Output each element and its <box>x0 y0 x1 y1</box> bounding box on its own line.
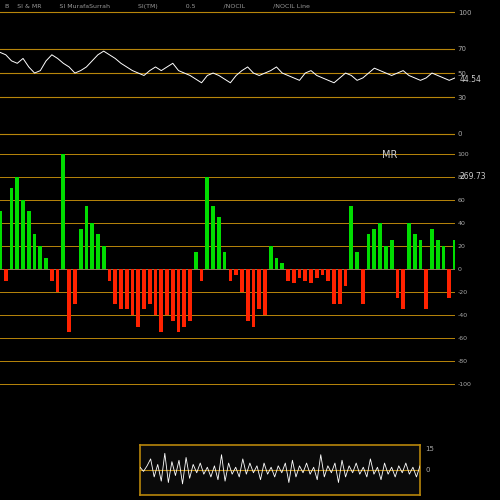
Bar <box>436 240 440 269</box>
Bar <box>114 269 117 304</box>
Bar <box>182 269 186 326</box>
Bar <box>96 234 100 269</box>
Bar <box>194 252 198 269</box>
Bar <box>228 269 232 280</box>
Bar <box>384 246 388 269</box>
Bar <box>119 269 123 310</box>
Bar <box>240 269 244 292</box>
Bar <box>211 206 215 269</box>
Text: 0: 0 <box>426 467 430 473</box>
Bar <box>430 228 434 269</box>
Bar <box>73 269 76 304</box>
Bar <box>217 217 220 269</box>
Bar <box>4 269 8 280</box>
Bar <box>130 269 134 315</box>
Bar <box>200 269 203 280</box>
Bar <box>361 269 364 304</box>
Bar <box>332 269 336 304</box>
Bar <box>442 246 446 269</box>
Bar <box>280 264 284 269</box>
Bar <box>453 240 457 269</box>
Bar <box>67 269 71 332</box>
Bar <box>108 269 112 280</box>
Bar <box>315 269 318 278</box>
Bar <box>320 269 324 275</box>
Bar <box>246 269 250 321</box>
Bar <box>171 269 174 321</box>
Bar <box>188 269 192 321</box>
Bar <box>102 246 106 269</box>
Bar <box>396 269 400 298</box>
Bar <box>304 269 307 280</box>
Bar <box>402 269 405 310</box>
Bar <box>326 269 330 280</box>
Bar <box>269 246 272 269</box>
Bar <box>0 212 2 269</box>
Bar <box>56 269 60 292</box>
Bar <box>350 206 353 269</box>
Bar <box>16 177 19 269</box>
Text: 269.73: 269.73 <box>460 172 486 182</box>
Bar <box>309 269 313 283</box>
Bar <box>27 212 30 269</box>
Text: MR: MR <box>382 150 398 160</box>
Bar <box>252 269 256 326</box>
Bar <box>418 240 422 269</box>
Bar <box>263 269 267 315</box>
Bar <box>378 223 382 269</box>
Bar <box>154 269 158 315</box>
Bar <box>38 246 42 269</box>
Bar <box>366 234 370 269</box>
Bar <box>372 228 376 269</box>
Bar <box>176 269 180 332</box>
Text: 44.54: 44.54 <box>460 75 481 84</box>
Bar <box>21 200 25 269</box>
Bar <box>222 252 226 269</box>
Bar <box>62 154 65 269</box>
Bar <box>160 269 163 332</box>
Bar <box>142 269 146 310</box>
Text: 15: 15 <box>426 446 434 452</box>
Bar <box>90 223 94 269</box>
Bar <box>79 228 82 269</box>
Bar <box>84 206 88 269</box>
Bar <box>344 269 347 286</box>
Bar <box>148 269 152 304</box>
Bar <box>413 234 416 269</box>
Bar <box>258 269 261 310</box>
Bar <box>234 269 238 275</box>
Bar <box>292 269 296 283</box>
Bar <box>424 269 428 310</box>
Bar <box>274 258 278 269</box>
Bar <box>165 269 169 315</box>
Text: B    SI & MR         SI MurafaSurrah              SI(TM)              0.5       : B SI & MR SI MurafaSurrah SI(TM) 0.5 <box>4 4 310 9</box>
Bar <box>355 252 359 269</box>
Bar <box>10 188 14 269</box>
Bar <box>448 269 451 298</box>
Bar <box>50 269 53 280</box>
Bar <box>32 234 36 269</box>
Bar <box>44 258 48 269</box>
Bar <box>125 269 128 310</box>
Bar <box>206 177 209 269</box>
Bar <box>286 269 290 280</box>
Bar <box>338 269 342 304</box>
Bar <box>298 269 302 278</box>
Bar <box>136 269 140 326</box>
Bar <box>407 223 411 269</box>
Bar <box>390 240 394 269</box>
